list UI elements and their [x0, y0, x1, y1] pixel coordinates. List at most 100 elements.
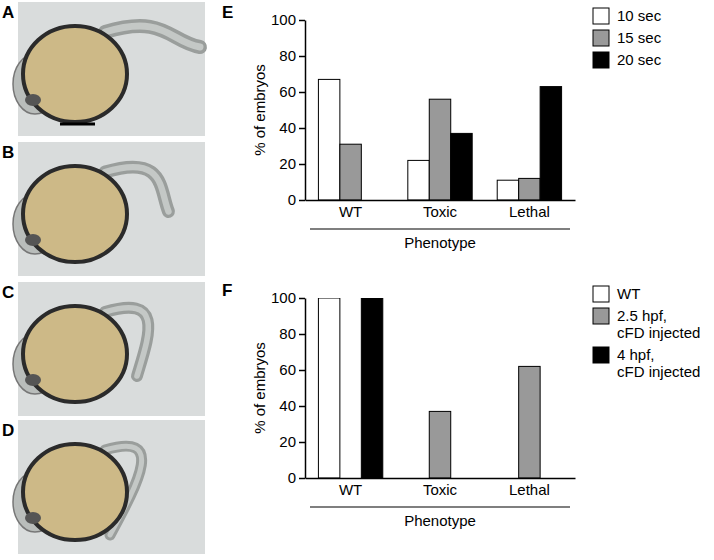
legend-label-line: 10 sec	[617, 7, 662, 24]
tick-label: 100	[271, 289, 296, 306]
photo-background	[18, 142, 205, 276]
tick: Lethal	[509, 200, 550, 220]
tick-mark	[299, 478, 305, 480]
tick: WT	[339, 200, 362, 220]
tick: 100	[271, 289, 305, 306]
tick-label: 20	[279, 433, 296, 450]
legend: 10 sec 15 sec 20 sec	[593, 7, 662, 68]
bars	[318, 298, 540, 478]
embryo-yolk	[23, 306, 127, 402]
tick-mark	[299, 200, 305, 202]
tick-label: 60	[279, 361, 296, 378]
legend-swatch	[593, 30, 609, 46]
axis-line	[306, 200, 576, 202]
tick: Toxic	[423, 200, 458, 220]
bar	[429, 99, 450, 200]
legend-label: 2.5 hpf,cFD injected	[617, 307, 700, 341]
legend-swatch	[593, 308, 609, 324]
tick-label: 40	[279, 119, 296, 136]
panel-label: B	[2, 143, 14, 162]
legend: WT2.5 hpf,cFD injected4 hpf,cFD injected	[593, 285, 700, 380]
tick-label: Lethal	[509, 481, 550, 498]
embryo-tail-core	[105, 26, 200, 47]
legend-label: 10 sec	[617, 7, 662, 24]
tick: WT	[339, 478, 362, 498]
bar	[318, 298, 339, 478]
tick-label: Toxic	[423, 481, 458, 498]
tick-mark	[299, 164, 305, 166]
legend-swatch	[593, 347, 609, 363]
legend-swatch	[593, 286, 609, 302]
bar	[451, 133, 472, 200]
tick-mark	[299, 20, 305, 22]
figure: ABCDE020406080100WTToxicLethalPhenotype%…	[0, 0, 714, 560]
tick: 40	[279, 397, 305, 414]
legend-swatch	[593, 52, 609, 68]
bar	[497, 180, 518, 200]
group-line	[310, 228, 570, 229]
legend-label-line: cFD injected	[617, 363, 700, 380]
legend-label-line: WT	[617, 285, 640, 302]
tick-mark	[299, 56, 305, 58]
photo-background	[18, 2, 205, 136]
scale-bar	[60, 123, 95, 126]
tick-label: WT	[339, 481, 362, 498]
legend-swatch	[593, 8, 609, 24]
legend-label-line: 4 hpf,	[617, 346, 655, 363]
tick-mark	[299, 370, 305, 372]
bar	[361, 298, 382, 478]
panel-label: C	[2, 283, 14, 302]
tick: 20	[279, 433, 305, 450]
photo-panel	[13, 2, 205, 136]
bar	[408, 160, 429, 200]
tick-label: 80	[279, 47, 296, 64]
y-axis: 0 20 40 60 80 100	[271, 289, 306, 486]
panel-label: A	[2, 3, 14, 22]
chart: F020406080100WTToxicLethalPhenotype% of …	[222, 281, 700, 529]
chart: E020406080100WTToxicLethalPhenotype% of …	[222, 3, 662, 251]
tick: 0	[288, 191, 305, 208]
bar	[340, 144, 361, 200]
bars	[318, 79, 561, 200]
tick: 60	[279, 83, 305, 100]
tick-label: 40	[279, 397, 296, 414]
tick-mark	[299, 92, 305, 94]
photo-background	[18, 282, 205, 416]
tick-label: 0	[288, 469, 296, 486]
legend-label-line: 2.5 hpf,	[617, 307, 667, 324]
tick-mark	[299, 442, 305, 444]
tick-mark	[299, 406, 305, 408]
legend-label-line: 20 sec	[617, 51, 662, 68]
x-label: Phenotype	[404, 234, 476, 251]
tick: 20	[279, 155, 305, 172]
axis-line	[305, 299, 307, 479]
tick: 80	[279, 325, 305, 342]
legend-label: 4 hpf,cFD injected	[617, 346, 700, 380]
tick: 60	[279, 361, 305, 378]
embryo-tail	[105, 26, 200, 47]
y-label: % of embryos	[251, 64, 268, 156]
axis-line	[305, 21, 307, 201]
tick: 40	[279, 119, 305, 136]
panel-label: D	[2, 421, 14, 440]
y-axis: 020406080100	[271, 11, 306, 208]
bar	[519, 366, 540, 478]
tick-label: WT	[339, 203, 362, 220]
bar	[429, 411, 450, 478]
embryo-yolk	[23, 26, 127, 122]
photo-background	[18, 420, 205, 554]
photo-panel	[13, 142, 205, 276]
y-label: % of embryos	[251, 342, 268, 434]
x-label: Phenotype	[404, 512, 476, 529]
legend-label: WT	[617, 285, 640, 302]
group-line	[310, 506, 570, 507]
embryo-yolk	[23, 166, 127, 262]
legend-label: 15 sec	[617, 29, 662, 46]
embryo-yolk	[23, 444, 127, 540]
tick: Toxic	[423, 478, 458, 498]
photo-panel	[13, 420, 205, 554]
bar	[540, 87, 561, 200]
tick-label: 0	[288, 191, 296, 208]
tick-mark	[299, 298, 305, 300]
photo-panel	[13, 282, 205, 416]
